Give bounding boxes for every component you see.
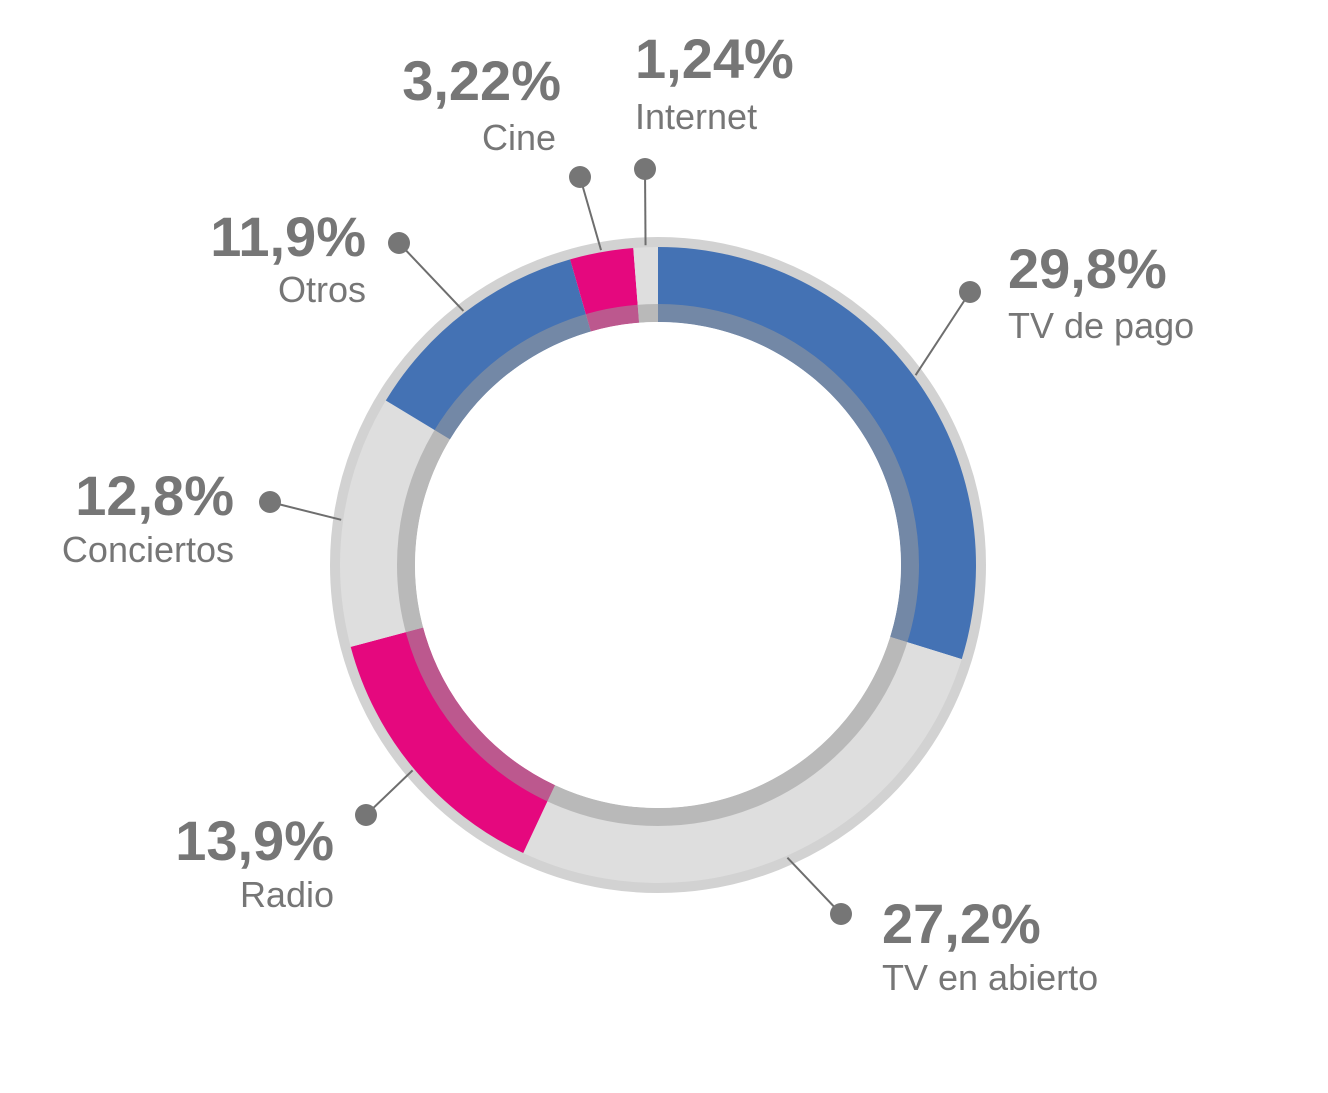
donut-hole xyxy=(415,322,901,808)
leader-line xyxy=(786,856,842,915)
slice-value-label: 13,9% xyxy=(175,809,334,872)
slice-category-label: TV de pago xyxy=(1008,305,1194,346)
donut-slice-tv-de-pago xyxy=(658,247,976,660)
donut-outer-track xyxy=(330,237,986,893)
leader-dot xyxy=(569,166,591,188)
leader-dot xyxy=(830,903,852,925)
donut-slice-radio xyxy=(350,627,556,854)
leader-dot xyxy=(959,281,981,303)
leader-dot xyxy=(634,158,656,180)
slice-category-label: Radio xyxy=(240,874,334,915)
slice-category-label: Otros xyxy=(278,269,366,310)
leader-lines-layer xyxy=(259,158,981,925)
slice-value-label: 11,9% xyxy=(210,205,366,268)
slice-value-label: 3,22% xyxy=(402,49,561,112)
slices-layer xyxy=(340,247,976,883)
leader-dot xyxy=(355,804,377,826)
slice-category-label: Cine xyxy=(482,117,556,158)
leader-line xyxy=(644,168,647,246)
donut-slice-internet xyxy=(633,247,658,323)
leader-line xyxy=(398,242,465,312)
leader-line xyxy=(269,501,342,521)
leader-dot xyxy=(388,232,410,254)
slice-value-label: 27,2% xyxy=(882,892,1041,955)
slice-category-label: Internet xyxy=(635,96,757,137)
slice-category-label: Conciertos xyxy=(62,529,234,570)
slice-category-label: TV en abierto xyxy=(882,957,1098,998)
leader-line xyxy=(914,291,971,376)
slice-value-label: 1,24% xyxy=(635,27,794,90)
slice-value-label: 12,8% xyxy=(75,464,234,527)
labels-layer: 29,8% TV de pago 27,2%TV en abierto 13,9%Ra… xyxy=(62,27,1194,998)
leader-line xyxy=(579,176,602,251)
slice-value-label: 29,8% xyxy=(1008,237,1167,300)
donut-slice-otros xyxy=(385,259,591,440)
donut-inner-band xyxy=(397,304,919,826)
leader-dot xyxy=(259,491,281,513)
